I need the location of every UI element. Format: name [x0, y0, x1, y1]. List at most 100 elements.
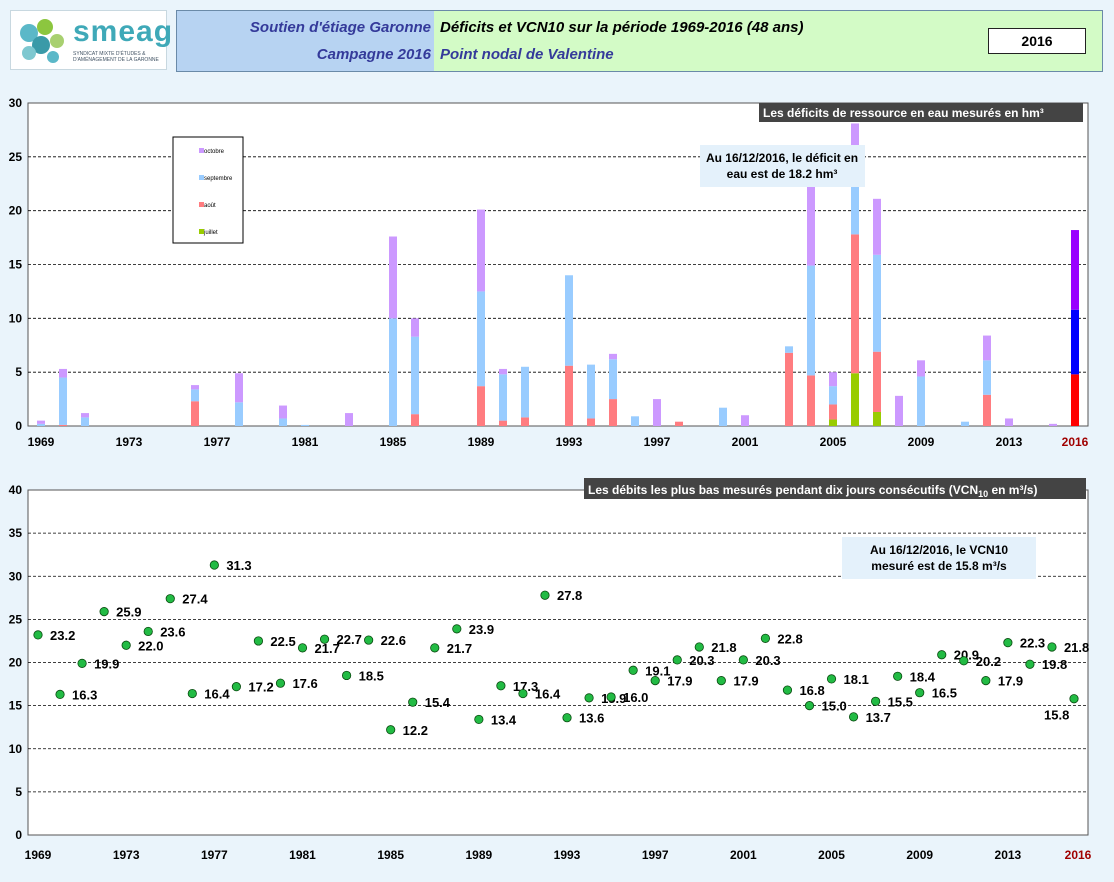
data-label: 21.7 — [447, 641, 472, 656]
bar-segment — [1005, 418, 1013, 426]
legend-box — [172, 136, 244, 244]
data-label: 21.8 — [711, 640, 736, 655]
x-tick-label: 2005 — [820, 435, 847, 449]
data-label: 16.4 — [204, 687, 230, 702]
data-point — [231, 682, 241, 692]
bar-segment — [917, 360, 925, 377]
legend-swatch — [199, 229, 204, 234]
header-subtitle-line2: Point nodal de Valentine — [440, 46, 614, 63]
bar-segment — [521, 366, 529, 418]
year-badge: 2016 — [988, 28, 1086, 54]
data-label: 22.8 — [777, 631, 802, 646]
data-point — [716, 676, 726, 686]
data-point — [1025, 659, 1035, 669]
data-point — [937, 650, 947, 660]
data-point — [297, 643, 308, 653]
data-point — [430, 643, 440, 653]
data-label: 18.5 — [359, 668, 384, 683]
data-point — [275, 678, 286, 688]
x-tick-label: 1973 — [116, 435, 143, 449]
y-tick-label: 30 — [9, 569, 23, 583]
bar-segment — [59, 377, 67, 425]
y-tick-label: 40 — [9, 483, 23, 497]
annotation-text: Au 16/12/2016, le déficit en — [706, 151, 858, 165]
bar-segment — [741, 415, 749, 426]
data-label: 16.0 — [623, 690, 648, 705]
bar-segment — [59, 368, 67, 378]
bar-segment — [37, 420, 45, 424]
y-tick-label: 35 — [9, 526, 23, 540]
bar-segment — [851, 373, 859, 426]
x-tick-label: 1993 — [556, 435, 583, 449]
y-tick-label: 5 — [15, 785, 22, 799]
bar-segment — [653, 399, 661, 426]
data-point — [760, 633, 771, 643]
data-point — [474, 714, 484, 725]
y-tick-label: 5 — [15, 365, 22, 379]
bar-segment — [411, 336, 419, 415]
data-label: 15.0 — [821, 699, 846, 714]
data-point — [1047, 642, 1057, 652]
bar-segment — [895, 395, 903, 426]
bar-segment — [477, 209, 485, 292]
x-tick-label: 2016 — [1062, 435, 1089, 449]
bar-segment — [917, 376, 925, 426]
data-point — [165, 594, 175, 604]
bar-segment — [851, 183, 859, 235]
data-label: 16.3 — [72, 687, 97, 702]
header-subtitle-line1: Déficits et VCN10 sur la période 1969-20… — [440, 19, 804, 36]
annotation-text: mesuré est de 15.8 m³/s — [871, 559, 1007, 573]
x-tick-label: 1981 — [292, 435, 319, 449]
bar-segment — [411, 414, 419, 426]
data-label: 22.7 — [337, 632, 362, 647]
bar-segment — [807, 265, 815, 376]
data-point — [606, 692, 616, 702]
bar-segment — [345, 413, 353, 426]
bar-segment — [521, 417, 529, 426]
bar-segment — [807, 184, 815, 266]
bar-segment — [411, 318, 419, 337]
data-label: 17.9 — [733, 674, 758, 689]
y-tick-label: 10 — [9, 311, 23, 325]
y-tick-label: 25 — [9, 150, 23, 164]
data-label: 22.0 — [138, 638, 163, 653]
bar-segment — [587, 364, 595, 419]
data-label: 19.1 — [645, 663, 670, 678]
legend-label: juillet — [203, 230, 218, 236]
bar-segment — [565, 275, 573, 366]
bar-segment — [807, 375, 815, 426]
bar-segment — [191, 401, 199, 426]
annotation-text: Au 16/12/2016, le VCN10 — [870, 543, 1008, 557]
x-tick-label: 1977 — [204, 435, 231, 449]
data-label: 17.9 — [998, 674, 1023, 689]
data-label: 27.4 — [182, 592, 208, 607]
data-point — [364, 635, 374, 645]
data-point — [209, 560, 219, 570]
logo-mark-icon — [20, 19, 64, 63]
bar-segment — [477, 291, 485, 387]
x-tick-label: 1993 — [554, 848, 581, 862]
x-tick-label: 2009 — [908, 435, 935, 449]
data-label: 20.3 — [689, 653, 714, 668]
bar-segment — [235, 402, 243, 426]
y-tick-label: 10 — [9, 742, 23, 756]
data-label: 21.8 — [1064, 640, 1089, 655]
data-label: 27.8 — [557, 588, 582, 603]
bar-segment — [609, 359, 617, 400]
data-label: 23.6 — [160, 624, 185, 639]
bar-segment — [609, 399, 617, 426]
data-label: 13.4 — [491, 712, 517, 727]
bar-segment-2016 — [1071, 230, 1079, 310]
y-tick-label: 0 — [15, 419, 22, 433]
data-label: 23.2 — [50, 628, 75, 643]
bar-segment — [499, 420, 507, 426]
data-label: 17.2 — [248, 680, 273, 695]
bar-segment — [389, 236, 397, 319]
data-point — [584, 693, 594, 703]
data-point — [959, 656, 969, 666]
bar-segment-2016 — [1071, 309, 1079, 375]
x-tick-label: 1989 — [468, 435, 495, 449]
data-point — [826, 674, 837, 684]
annotation-text: eau est de 18.2 hm³ — [727, 167, 838, 181]
y-tick-label: 20 — [9, 204, 23, 218]
